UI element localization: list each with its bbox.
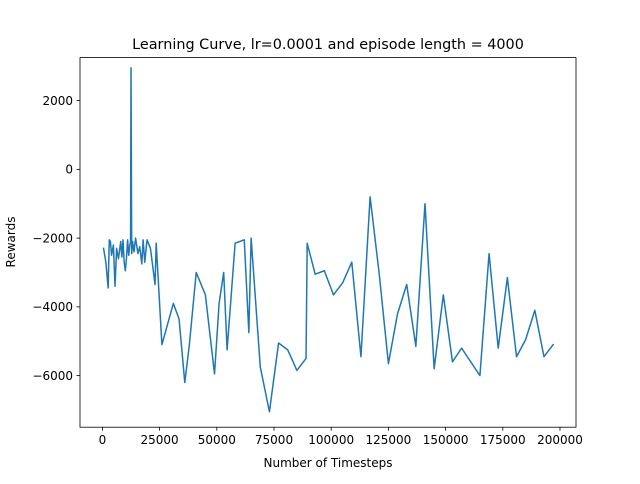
chart-title: Learning Curve, lr=0.0001 and episode le…: [132, 37, 524, 53]
x-tick-label: 200000: [537, 433, 583, 447]
x-tick-label: 50000: [198, 433, 236, 447]
y-tick-label: 2000: [42, 94, 73, 108]
y-tick-label: −6000: [32, 369, 73, 383]
x-tick-label: 75000: [255, 433, 293, 447]
x-tick-label: 25000: [141, 433, 179, 447]
y-tick-label: −2000: [32, 231, 73, 245]
x-tick-label: 125000: [365, 433, 411, 447]
y-tick-label: 0: [65, 163, 73, 177]
y-axis-label: Rewards: [4, 217, 18, 268]
x-axis-label: Number of Timesteps: [264, 456, 393, 470]
x-tick-label: 175000: [480, 433, 526, 447]
x-tick-label: 0: [99, 433, 107, 447]
x-tick-label: 150000: [423, 433, 469, 447]
y-tick-label: −4000: [32, 300, 73, 314]
x-tick-label: 100000: [308, 433, 354, 447]
